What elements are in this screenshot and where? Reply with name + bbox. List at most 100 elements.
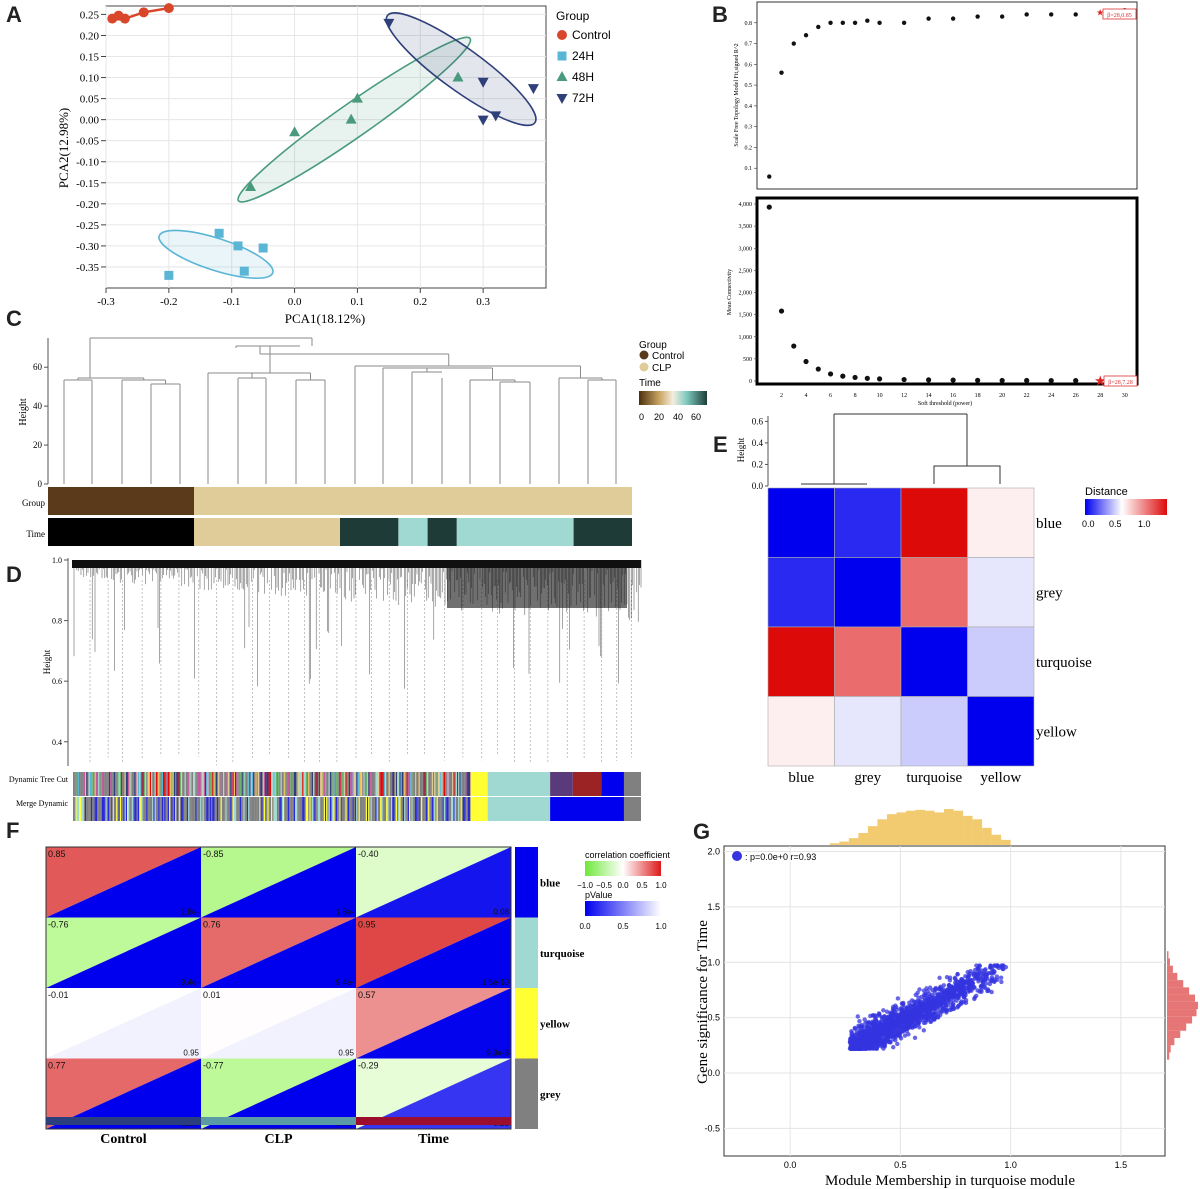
tree-cut-stripe — [428, 772, 430, 796]
tree-cut-stripe — [397, 772, 399, 796]
tree-cut-stripe — [127, 772, 129, 796]
tree-cut-stripe — [311, 772, 314, 796]
tree-cut-stripe — [197, 772, 200, 796]
merge-stripe — [141, 797, 143, 821]
tree-cut-stripe — [275, 772, 278, 796]
gene-point — [915, 1012, 921, 1017]
tree-cut-stripe — [178, 772, 180, 796]
merge-stripe — [358, 797, 360, 821]
merge-stripe — [441, 797, 443, 821]
merge-stripe — [98, 797, 100, 821]
point-72h — [477, 77, 489, 88]
tree-cut-stripe — [88, 772, 90, 796]
merge-stripe — [178, 797, 180, 821]
merge-stripe — [153, 797, 155, 821]
point-24h — [233, 241, 243, 251]
gene-point — [871, 1013, 876, 1018]
tree-cut-stripe — [344, 772, 346, 796]
merge-stripe — [152, 797, 154, 821]
gene-point — [944, 974, 950, 980]
tree-cut-stripe — [467, 772, 470, 796]
gene-point — [995, 963, 1000, 968]
merge-stripe — [161, 797, 164, 821]
y-tick-label: 0.7 — [745, 42, 753, 48]
merge-stripe — [333, 797, 335, 821]
merge-stripe — [464, 797, 466, 821]
time-bar-segment — [573, 518, 632, 546]
tree-cut-stripe — [128, 772, 130, 796]
tree-cut-stripe — [184, 772, 186, 796]
tree-cut-stripe — [112, 772, 114, 796]
merge-stripe — [217, 797, 219, 821]
gene-point — [931, 1014, 936, 1019]
merge-stripe — [205, 797, 207, 821]
merge-stripe — [249, 797, 251, 821]
merge-stripe — [357, 797, 359, 821]
gene-point — [895, 1032, 901, 1037]
time-bar-segment — [398, 518, 428, 546]
tree-cut-stripe — [91, 772, 93, 796]
merge-stripe — [260, 797, 262, 821]
module-bar-blue — [515, 847, 538, 918]
pvalue-label: 9.3e-3 — [486, 1049, 509, 1058]
merge-stripe — [272, 797, 274, 821]
gene-point — [967, 971, 972, 976]
tree-cut-stripe — [219, 772, 221, 796]
tree-cut-stripe — [154, 772, 156, 796]
merge-stripe — [230, 797, 232, 821]
pvalue-label: 1.8e- — [181, 908, 200, 917]
y-tick-label: 1,500 — [739, 313, 753, 319]
col-label-grey: grey — [854, 770, 881, 786]
merge-segment — [470, 797, 488, 821]
x-tick-label: 28 — [1097, 393, 1103, 399]
merge-stripe — [279, 797, 281, 821]
x-tick-label: 6 — [829, 393, 832, 399]
tree-cut-stripe — [97, 772, 99, 796]
merge-stripe — [320, 797, 322, 821]
module-label-blue: blue — [540, 877, 560, 889]
merge-stripe — [208, 797, 210, 821]
tree-cut-stripe — [442, 772, 444, 796]
gene-point — [954, 978, 959, 983]
point-48h — [452, 71, 464, 82]
tree-cut-stripe — [412, 772, 414, 796]
gene-point — [972, 967, 978, 973]
heat-cell-blue-grey — [834, 487, 902, 558]
tree-cut-stripe — [317, 772, 320, 796]
tree-cut-stripe — [385, 772, 387, 796]
merge-stripe — [290, 797, 292, 821]
tree-cut-stripe — [254, 772, 256, 796]
tree-cut-stripe — [280, 772, 282, 796]
merge-stripe — [154, 797, 156, 821]
tree-cut-stripe — [368, 772, 370, 796]
gene-point — [890, 1006, 896, 1012]
tree-cut-stripe — [119, 772, 122, 796]
tree-cut-stripe — [332, 772, 334, 796]
tree-cut-stripe — [379, 772, 381, 796]
heat-cell-yellow-turquoise — [900, 696, 968, 767]
tree-cut-stripe — [165, 772, 167, 796]
x-tick-label: 0.5 — [894, 1160, 907, 1170]
merge-stripe — [242, 797, 244, 821]
merge-stripe — [302, 797, 304, 821]
gene-point — [913, 992, 918, 998]
tree-cut-stripe — [139, 772, 141, 796]
gene-point — [991, 979, 997, 984]
point-24h — [164, 270, 174, 280]
time-bar-segment — [48, 518, 194, 546]
merge-stripe — [316, 797, 318, 821]
merge-stripe — [164, 797, 166, 821]
merge-stripe — [389, 797, 392, 821]
gene-point — [977, 963, 983, 969]
tree-cut-stripe — [351, 772, 353, 796]
tree-cut-stripe — [429, 772, 431, 796]
merge-stripe — [119, 797, 122, 821]
merge-stripe — [157, 797, 159, 821]
legend-control-c: Control — [652, 351, 684, 362]
x-tick-label: 24 — [1048, 393, 1054, 399]
legend-marker-clp-c — [639, 362, 649, 372]
merge-stripe — [427, 797, 429, 821]
merge-stripe — [304, 797, 306, 821]
gene-point — [877, 1013, 882, 1018]
merge-stripe — [393, 797, 395, 821]
